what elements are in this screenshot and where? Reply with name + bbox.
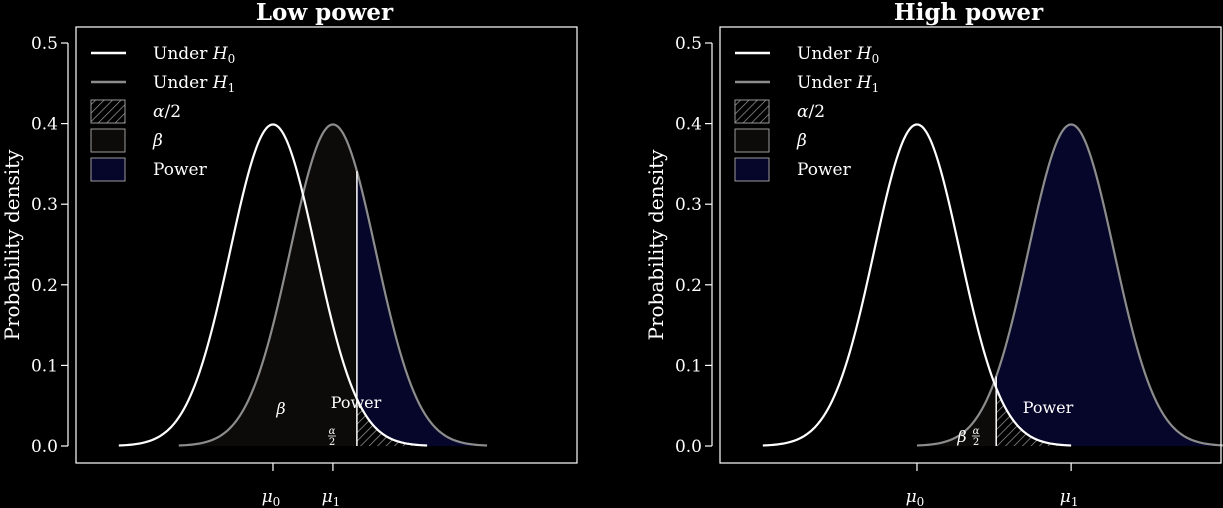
legend-label-3: β <box>152 131 163 151</box>
chart-title: Low power <box>256 0 394 26</box>
legend-label-2: α/2 <box>797 102 825 122</box>
power-area <box>996 124 1223 446</box>
alpha-area <box>996 387 1072 446</box>
y-tick-label: 0.0 <box>675 437 702 457</box>
legend-label-3: β <box>796 131 807 151</box>
h0-curve <box>118 123 428 447</box>
beta-annotation: β <box>956 427 966 446</box>
alpha-annotation-num: α <box>973 426 980 437</box>
y-tick-label: 0.2 <box>31 276 58 296</box>
legend-label-2: α/2 <box>153 102 181 122</box>
x-tick-main: μ <box>322 487 333 507</box>
y-tick-label: 0.4 <box>31 115 58 135</box>
legend-swatch-4 <box>734 157 770 182</box>
legend-label-italic: H <box>212 73 229 93</box>
power-annotation: Power <box>331 393 382 412</box>
legend-label-main: Under <box>797 73 857 93</box>
y-axis-label: Probability density <box>0 149 24 341</box>
x-tick-main: μ <box>262 487 273 507</box>
alpha-area <box>356 398 428 446</box>
legend-label-italic: H <box>856 44 873 64</box>
legend-label-italic: α <box>797 102 809 122</box>
y-tick-label: 0.5 <box>31 34 58 54</box>
y-axis-label: Probability density <box>644 149 668 341</box>
x-tick-label: μ1 <box>322 487 341 508</box>
plot-frame <box>75 26 578 464</box>
x-tick-main: μ <box>1060 487 1071 507</box>
alpha-annotation-num: α <box>329 426 336 437</box>
h1-curve <box>916 123 1223 447</box>
legend-label-italic: β <box>796 131 807 151</box>
legend-label-main: Under <box>153 44 213 64</box>
x-tick-sub: 1 <box>333 495 341 508</box>
legend-label-italic: β <box>152 131 163 151</box>
y-tick-label: 0.5 <box>675 34 702 54</box>
y-tick-label: 0.3 <box>31 195 58 215</box>
x-tick-sub: 0 <box>273 495 281 508</box>
legend-label-sub: 1 <box>228 81 236 95</box>
h1-curve <box>178 123 488 447</box>
legend-label-1: Under H1 <box>797 73 879 95</box>
legend-label-4: Power <box>797 160 852 180</box>
x-tick-main: μ <box>906 487 917 507</box>
legend-swatch-3 <box>734 128 770 153</box>
y-tick-label: 0.4 <box>675 115 702 135</box>
plot-frame <box>719 26 1222 464</box>
y-tick-label: 0.2 <box>675 276 702 296</box>
legend-label-italic: H <box>212 44 229 64</box>
legend-label-main: Under <box>797 44 857 64</box>
legend-label-italic: α <box>153 102 165 122</box>
legend-label-main: Under <box>153 73 213 93</box>
y-tick-label: 0.3 <box>675 195 702 215</box>
legend-label-1: Under H1 <box>153 73 235 95</box>
legend-label-sub: 0 <box>872 52 880 66</box>
legend-label-main: Power <box>797 160 852 180</box>
x-tick-label: μ0 <box>262 487 281 508</box>
legend-swatch-2 <box>90 99 126 124</box>
y-tick-label: 0.0 <box>31 437 58 457</box>
power-annotation: Power <box>1023 398 1074 417</box>
x-tick-label: μ1 <box>1060 487 1079 508</box>
h0-curve <box>762 123 1072 447</box>
legend-swatch-3 <box>90 128 126 153</box>
beta-annotation: β <box>275 399 285 418</box>
alpha-annotation-den: 2 <box>973 437 979 448</box>
beta-area <box>916 376 997 446</box>
beta-area <box>178 124 357 446</box>
legend-label-sub: 1 <box>872 81 880 95</box>
x-tick-sub: 0 <box>917 495 925 508</box>
legend-swatch-4 <box>90 157 126 182</box>
alpha-annotation-den: 2 <box>329 437 335 448</box>
legend-label-4: Power <box>153 160 208 180</box>
legend-swatch-2 <box>734 99 770 124</box>
y-tick-label: 0.1 <box>675 356 702 376</box>
legend-label-after: /2 <box>164 102 181 122</box>
legend-label-sub: 0 <box>228 52 236 66</box>
x-tick-sub: 1 <box>1071 495 1079 508</box>
legend-label-italic: H <box>856 73 873 93</box>
legend-label-0: Under H0 <box>797 44 879 66</box>
chart-title: High power <box>894 0 1044 26</box>
y-tick-label: 0.1 <box>31 356 58 376</box>
legend-label-0: Under H0 <box>153 44 235 66</box>
legend-label-after: /2 <box>808 102 825 122</box>
power-area <box>356 171 488 446</box>
x-tick-label: μ0 <box>906 487 925 508</box>
legend-label-main: Power <box>153 160 208 180</box>
